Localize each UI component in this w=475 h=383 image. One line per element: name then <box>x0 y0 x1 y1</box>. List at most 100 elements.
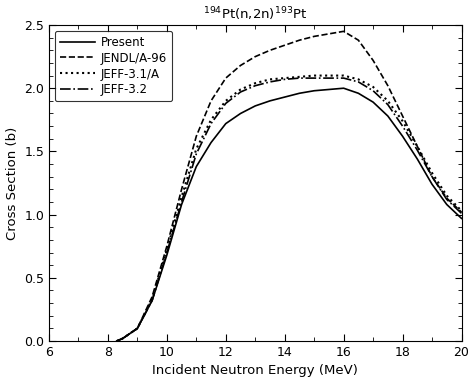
JENDL/A-96 <box>193 134 199 139</box>
JEFF-3.1/A <box>193 147 199 151</box>
Present <box>459 216 465 221</box>
JEFF-3.2 <box>282 77 287 82</box>
JEFF-3.2 <box>429 174 435 179</box>
JEFF-3.2 <box>134 326 140 331</box>
JEFF-3.1/A <box>311 73 317 78</box>
JEFF-3.1/A <box>114 339 120 343</box>
JEFF-3.1/A <box>444 193 450 198</box>
JEFF-3.1/A <box>238 87 243 92</box>
JEFF-3.1/A <box>415 144 420 149</box>
JEFF-3.2 <box>149 298 155 303</box>
JEFF-3.2 <box>296 76 302 80</box>
Present <box>223 121 228 126</box>
JENDL/A-96 <box>282 43 287 47</box>
Present <box>238 111 243 116</box>
JENDL/A-96 <box>311 34 317 39</box>
JENDL/A-96 <box>164 244 170 249</box>
JEFF-3.2 <box>238 90 243 94</box>
JEFF-3.2 <box>267 80 273 84</box>
JEFF-3.1/A <box>208 118 214 122</box>
JEFF-3.1/A <box>355 77 361 82</box>
JENDL/A-96 <box>341 29 346 34</box>
Line: JEFF-3.2: JEFF-3.2 <box>117 78 462 341</box>
Present <box>193 164 199 169</box>
JENDL/A-96 <box>134 326 140 331</box>
Line: JENDL/A-96: JENDL/A-96 <box>117 31 462 341</box>
JEFF-3.1/A <box>429 170 435 175</box>
JEFF-3.2 <box>355 80 361 84</box>
Present <box>164 253 170 257</box>
JENDL/A-96 <box>400 114 406 118</box>
Legend: Present, JENDL/A-96, JEFF-3.1/A, JEFF-3.2: Present, JENDL/A-96, JEFF-3.1/A, JEFF-3.… <box>55 31 172 101</box>
JEFF-3.2 <box>208 121 214 126</box>
Present <box>341 86 346 90</box>
JEFF-3.1/A <box>134 326 140 331</box>
Present <box>429 182 435 187</box>
Present <box>282 95 287 99</box>
JENDL/A-96 <box>252 54 258 59</box>
Title: $^{194}$Pt(n,2n)$^{193}$Pt: $^{194}$Pt(n,2n)$^{193}$Pt <box>203 6 307 23</box>
Y-axis label: Cross Section (b): Cross Section (b) <box>6 126 19 240</box>
Present <box>179 202 184 207</box>
Line: JEFF-3.1/A: JEFF-3.1/A <box>117 75 462 341</box>
JEFF-3.1/A <box>370 85 376 89</box>
JEFF-3.1/A <box>149 297 155 301</box>
JENDL/A-96 <box>370 58 376 63</box>
Present <box>370 100 376 105</box>
Line: Present: Present <box>117 88 462 341</box>
Present <box>267 98 273 103</box>
JENDL/A-96 <box>114 339 120 343</box>
JEFF-3.2 <box>114 339 120 343</box>
JENDL/A-96 <box>238 63 243 68</box>
JEFF-3.1/A <box>267 77 273 82</box>
JENDL/A-96 <box>120 336 125 341</box>
JEFF-3.1/A <box>385 98 391 103</box>
Present <box>208 140 214 145</box>
Present <box>114 339 120 343</box>
JENDL/A-96 <box>208 98 214 103</box>
Present <box>120 336 125 341</box>
JENDL/A-96 <box>355 38 361 43</box>
JENDL/A-96 <box>326 31 332 36</box>
JEFF-3.2 <box>341 76 346 80</box>
Present <box>415 157 420 161</box>
JEFF-3.2 <box>400 124 406 128</box>
JENDL/A-96 <box>149 295 155 299</box>
Present <box>400 134 406 139</box>
JEFF-3.2 <box>311 76 317 80</box>
Present <box>444 202 450 207</box>
JEFF-3.1/A <box>282 76 287 80</box>
JEFF-3.2 <box>459 211 465 216</box>
JEFF-3.2 <box>444 197 450 202</box>
JEFF-3.2 <box>164 250 170 255</box>
Present <box>385 114 391 118</box>
JENDL/A-96 <box>415 144 420 149</box>
Present <box>296 91 302 96</box>
JEFF-3.2 <box>223 101 228 106</box>
JEFF-3.2 <box>326 76 332 80</box>
JEFF-3.1/A <box>179 195 184 199</box>
JEFF-3.2 <box>179 200 184 204</box>
Present <box>252 104 258 108</box>
JEFF-3.1/A <box>459 208 465 213</box>
JEFF-3.2 <box>415 148 420 152</box>
JEFF-3.2 <box>120 336 125 341</box>
JEFF-3.1/A <box>400 119 406 123</box>
X-axis label: Incident Neutron Energy (MeV): Incident Neutron Energy (MeV) <box>152 365 358 377</box>
Present <box>311 88 317 93</box>
JEFF-3.2 <box>252 83 258 88</box>
JEFF-3.1/A <box>296 75 302 79</box>
JEFF-3.1/A <box>120 336 125 341</box>
JENDL/A-96 <box>267 48 273 52</box>
JENDL/A-96 <box>429 174 435 179</box>
JENDL/A-96 <box>385 83 391 88</box>
Present <box>326 87 332 92</box>
JENDL/A-96 <box>179 187 184 192</box>
JEFF-3.1/A <box>341 73 346 78</box>
JENDL/A-96 <box>459 210 465 214</box>
JEFF-3.1/A <box>252 81 258 85</box>
Present <box>149 298 155 303</box>
JEFF-3.1/A <box>164 248 170 252</box>
JENDL/A-96 <box>444 196 450 200</box>
Present <box>355 91 361 96</box>
